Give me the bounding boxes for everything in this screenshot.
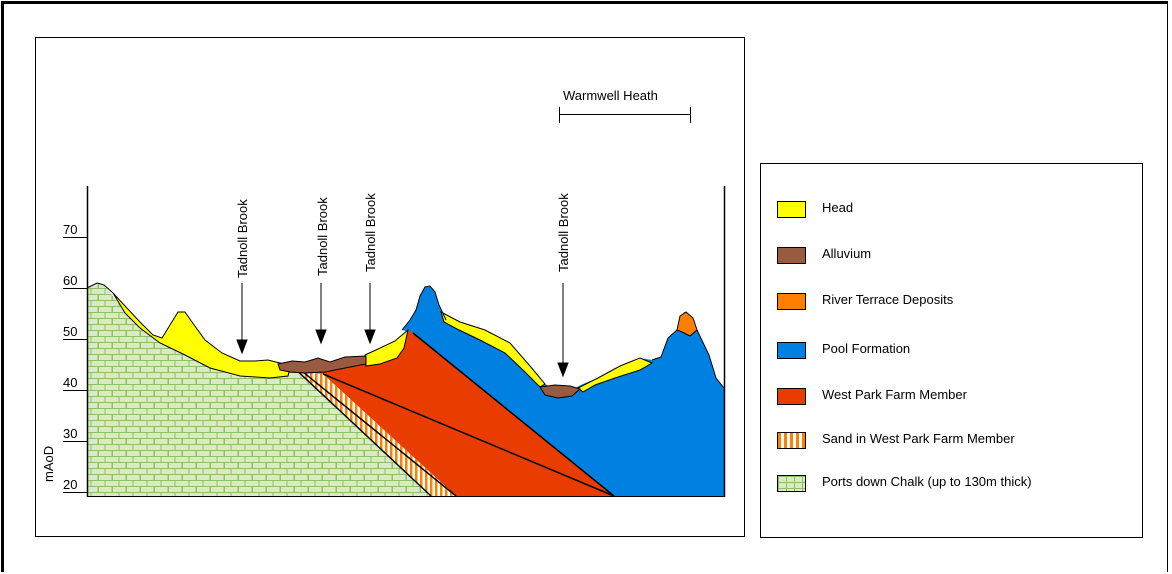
y-axis: 70 60 50 40 30 20 mAoD (41, 222, 87, 493)
y-tick-60: 60 (63, 273, 77, 288)
head-east (577, 357, 654, 393)
west-park-farm-area (305, 330, 614, 496)
heath-marker: Warmwell Heath (559, 88, 691, 123)
legend-label-sand: Sand in West Park Farm Member (822, 431, 1015, 446)
brook-label-4: Tadnoll Brook (556, 193, 571, 272)
legend-label-chalk: Ports down Chalk (up to 130m thick) (822, 474, 1032, 489)
y-tick-50: 50 (63, 324, 77, 339)
brook-label-1: Tadnoll Brook (235, 199, 250, 278)
y-tick-20: 20 (63, 477, 77, 492)
brook-markers: Tadnoll Brook Tadnoll Brook Tadnoll Broo… (235, 193, 571, 378)
heath-label: Warmwell Heath (563, 88, 658, 103)
arrow-head-4 (557, 362, 569, 378)
river-terrace-area (676, 311, 698, 337)
brook-label-2: Tadnoll Brook (315, 197, 330, 276)
legend-swatch-chalk (777, 475, 806, 492)
arrow-head-2 (315, 329, 327, 345)
legend-swatch-sand (777, 432, 806, 449)
legend-label-pool-formation: Pool Formation (822, 341, 911, 356)
brook-label-3: Tadnoll Brook (363, 193, 378, 272)
legend-label-alluvium: Alluvium (822, 246, 872, 261)
legend-label-head: Head (822, 200, 854, 215)
legend-swatch-river-terrace (777, 293, 806, 310)
head-central (364, 328, 409, 367)
y-tick-70: 70 (63, 222, 77, 237)
head-west (112, 292, 291, 379)
geology-layers (86, 282, 725, 497)
alluvium-east (539, 384, 582, 399)
legend-swatch-west-park-farm (777, 388, 806, 405)
legend-label-west-park-farm: West Park Farm Member (822, 387, 967, 402)
alluvium-west (277, 355, 367, 374)
legend-swatch-head (777, 201, 806, 218)
legend-swatch-alluvium (777, 247, 806, 264)
legend-panel: Head Alluvium River Terrace Deposits Poo… (760, 163, 1143, 538)
section-frame (35, 37, 745, 537)
chalk-area (87, 283, 431, 496)
legend-swatch-pool-formation (777, 342, 806, 359)
y-tick-40: 40 (63, 375, 77, 390)
y-tick-30: 30 (63, 426, 77, 441)
arrow-head-1 (236, 339, 248, 355)
y-axis-label: mAoD (41, 446, 56, 482)
arrow-head-3 (364, 329, 376, 345)
ground-surface (86, 282, 725, 389)
chalk-boundary (289, 332, 615, 497)
legend-label-river-terrace: River Terrace Deposits (822, 292, 954, 307)
